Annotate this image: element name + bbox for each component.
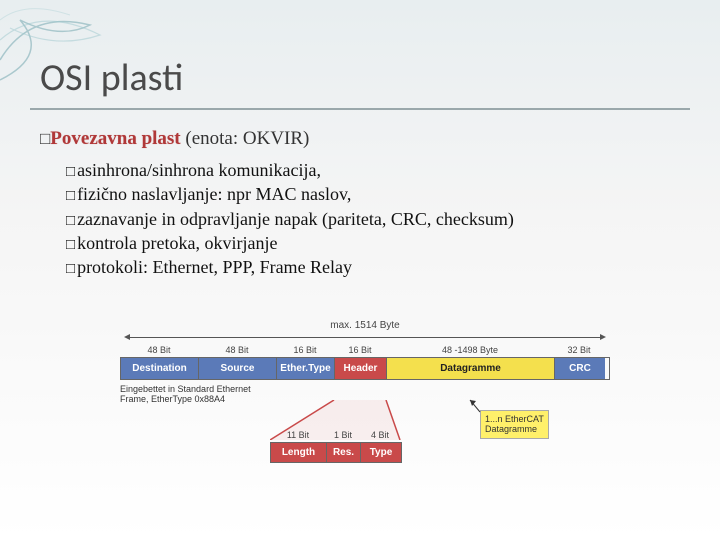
title-underline (30, 108, 690, 110)
header-subfields: Length Res. Type (270, 442, 402, 463)
field-crc: CRC (555, 358, 605, 379)
field-ethertype: Ether.Type (277, 358, 335, 379)
bullet-box: □ (40, 129, 50, 148)
field-destination: Destination (121, 358, 199, 379)
subfield-length: Length (271, 443, 327, 462)
bit-width-row: 48 Bit 48 Bit 16 Bit 16 Bit 48 -1498 Byt… (120, 343, 610, 357)
list-item: protokoli: Ethernet, PPP, Frame Relay (66, 255, 690, 279)
list-item: asinhrona/sinhrona komunikacija, (66, 158, 690, 182)
section-unit: (enota: OKVIR) (185, 128, 309, 149)
list-item: kontrola pretoka, okvirjanje (66, 231, 690, 255)
frame-fields-row: Destination Source Ether.Type Header Dat… (120, 357, 610, 380)
field-source: Source (199, 358, 277, 379)
callout-arrow-icon (468, 398, 488, 418)
field-header: Header (335, 358, 387, 379)
list-item: fizično naslavljanje: npr MAC naslov, (66, 182, 690, 206)
subfield-type: Type (361, 443, 401, 462)
subfield-res: Res. (327, 443, 361, 462)
max-bytes-label: max. 1514 Byte (120, 320, 610, 343)
section-name: Povezavna plast (50, 128, 180, 149)
datagramme-callout: 1...n EtherCAT Datagramme (480, 410, 549, 439)
section-heading: □Povezavna plast (enota: OKVIR) (40, 128, 309, 150)
header-breakdown: 11 Bit 1 Bit 4 Bit Length Res. Type 1...… (120, 404, 610, 460)
bullet-list: asinhrona/sinhrona komunikacija, fizično… (66, 158, 690, 279)
list-item: zaznavanje in odpravljanje napak (parite… (66, 207, 690, 231)
ethernet-frame-diagram: max. 1514 Byte 48 Bit 48 Bit 16 Bit 16 B… (120, 320, 610, 460)
slide-title: OSI plasti (40, 55, 183, 101)
field-datagramme: Datagramme (387, 358, 555, 379)
